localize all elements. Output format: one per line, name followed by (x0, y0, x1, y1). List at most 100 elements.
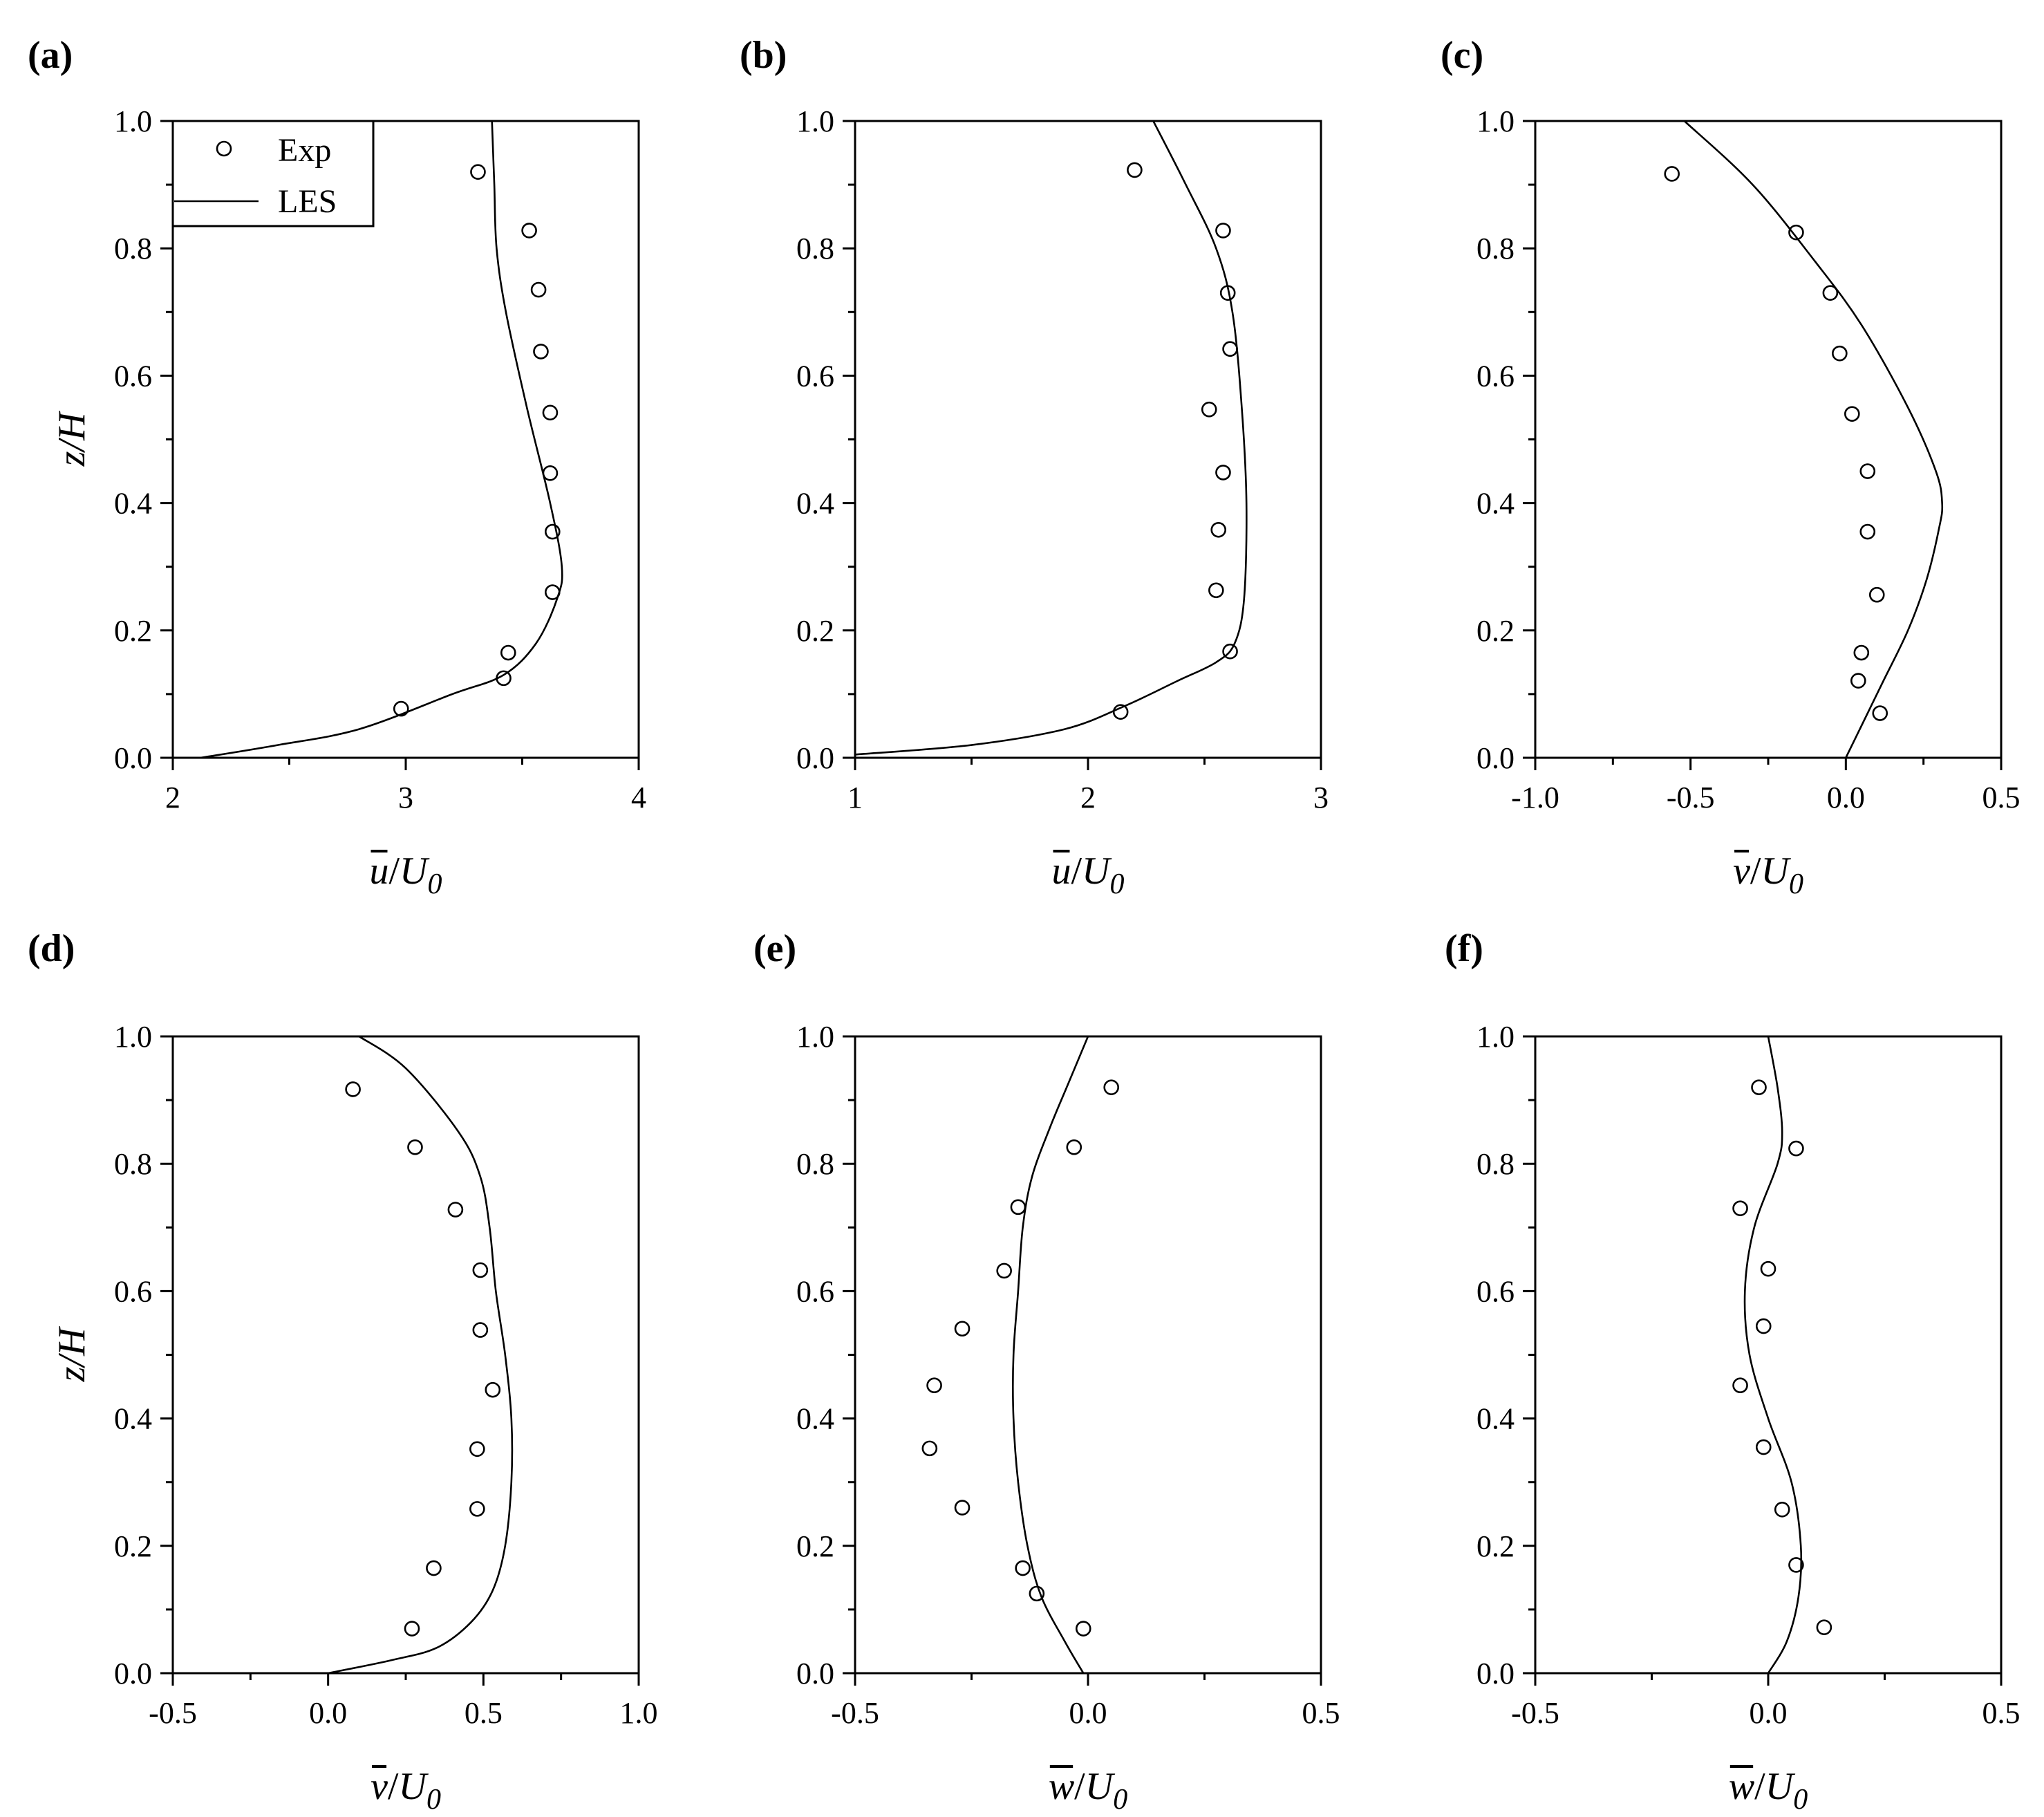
legend-exp-marker (216, 140, 232, 157)
y-tick-label: 1.0 (796, 1020, 834, 1054)
x-tick-label: -1.0 (1511, 781, 1559, 814)
panel-label: (c) (1441, 34, 1483, 77)
x-tick-label: 1.0 (620, 1696, 658, 1730)
y-tick-label: 0.0 (114, 1657, 152, 1690)
exp-data-point (1215, 465, 1231, 481)
y-tick-label: 0.2 (1476, 1529, 1515, 1563)
y-tick-label: 0.4 (114, 1402, 152, 1436)
exp-data-point (1755, 1439, 1772, 1455)
exp-data-point (1788, 1140, 1804, 1157)
exp-data-point (926, 1377, 942, 1394)
exp-data-point (1201, 401, 1217, 418)
les-series-line (1683, 120, 1944, 758)
panel-c: (c) -1.0 -0.5 0.0 0.5 0.0 0.2 0.4 0.6 0.8 1.0 v/U0 (1441, 34, 2020, 900)
plot-frame (1534, 1035, 2003, 1675)
y-tick-label: 1.0 (796, 104, 834, 138)
y-tick-label: 0.4 (1476, 1402, 1515, 1436)
y-tick-label: 1.0 (1476, 104, 1515, 138)
panel-b: (b) 1 2 3 0.0 0.2 0.4 0.6 0.8 1.0 u/U0 (740, 34, 1329, 900)
exp-data-point (545, 523, 561, 540)
exp-data-point (404, 1621, 420, 1637)
exp-data-point (472, 1322, 489, 1338)
y-tick-label: 0.0 (1476, 741, 1515, 775)
exp-data-point (1872, 705, 1888, 721)
y-tick-label: 0.2 (1476, 614, 1515, 648)
plot-frame (854, 1035, 1322, 1675)
exp-data-point (530, 281, 547, 298)
y-tick-label: 0.8 (796, 232, 834, 265)
y-tick-label: 0.4 (114, 487, 152, 521)
les-series-line (328, 1035, 514, 1675)
exp-data-point (533, 344, 549, 360)
exp-data-point (1822, 285, 1839, 301)
y-tick-label: 0.0 (796, 741, 834, 775)
exp-data-point (1222, 643, 1238, 660)
exp-data-point (1664, 166, 1680, 182)
y-tick-label: 0.4 (796, 1402, 834, 1436)
x-axis-label: w/U0 (1049, 1765, 1127, 1816)
y-tick-label: 0.0 (796, 1657, 834, 1690)
x-axis-label: v/U0 (371, 1765, 441, 1816)
exp-data-point (469, 1501, 485, 1517)
y-tick-label: 0.6 (796, 1274, 834, 1308)
exp-data-point (447, 1202, 464, 1218)
y-tick-label: 0.6 (796, 359, 834, 393)
exp-data-point (1732, 1377, 1748, 1394)
x-tick-label: 0.5 (1982, 781, 2020, 814)
y-tick-label: 0.6 (1476, 359, 1515, 393)
exp-data-point (485, 1381, 501, 1398)
x-tick-label: 0.0 (309, 1696, 347, 1730)
exp-data-point (1853, 644, 1870, 661)
exp-data-point (1751, 1079, 1767, 1095)
x-tick-label: 3 (1313, 781, 1329, 814)
exp-data-point (1210, 521, 1227, 538)
exp-data-point (954, 1500, 971, 1516)
x-axis-slash: / (1750, 850, 1761, 893)
x-axis-sub: 0 (1110, 868, 1125, 900)
y-tick-label: 0.2 (114, 1529, 152, 1563)
x-axis-label: w/U0 (1729, 1765, 1808, 1816)
exp-data-point (472, 1262, 489, 1278)
exp-data-point (1222, 341, 1238, 357)
x-axis-den: U (1761, 850, 1791, 893)
x-axis-label: u/U0 (1051, 850, 1124, 900)
y-tick-label: 0.8 (1476, 1147, 1515, 1181)
x-axis-var: w (1729, 1765, 1754, 1808)
y-tick-label: 1.0 (114, 1020, 152, 1054)
x-axis-var: u (1051, 850, 1071, 893)
exp-data-point (1832, 345, 1848, 362)
plot-frame (854, 120, 1322, 759)
x-tick-label: -0.5 (1511, 1696, 1559, 1730)
les-series-line (854, 120, 1248, 756)
x-tick-label: 0.0 (1750, 1696, 1788, 1730)
exp-data-point (1127, 162, 1143, 178)
exp-data-point (921, 1440, 938, 1457)
y-tick-label: 0.8 (1476, 232, 1515, 265)
panel-label: (f) (1445, 927, 1483, 970)
y-tick-label: 0.6 (114, 1274, 152, 1308)
exp-data-point (500, 644, 516, 661)
y-tick-label: 0.2 (796, 614, 834, 648)
panel-e: (e) -0.5 0.0 0.5 0.0 0.2 0.4 0.6 0.8 1.0 w/U0 (753, 927, 1340, 1816)
x-tick-label: 4 (631, 781, 646, 814)
exp-data-point (407, 1139, 423, 1155)
panel-label: (e) (753, 927, 796, 970)
exp-data-point (1732, 1200, 1748, 1216)
x-axis-slash: / (1754, 1765, 1765, 1808)
exp-data-point (1868, 586, 1885, 603)
exp-data-point (1850, 673, 1866, 689)
x-axis-den: U (1765, 1765, 1796, 1808)
plot-frame (1534, 120, 2003, 759)
exp-data-point (1774, 1502, 1790, 1518)
x-axis-var: u (369, 850, 388, 893)
x-axis-slash: / (1071, 850, 1082, 893)
x-axis-sub: 0 (1789, 868, 1803, 900)
exp-data-point (1075, 1621, 1091, 1637)
exp-data-point (1066, 1139, 1082, 1155)
y-axis-label: z/H (50, 1326, 93, 1382)
panel-a: (a) 2 3 4 0.0 0.2 0.4 0.6 0.8 1.0 u/U0 z/H Exp LES (28, 34, 646, 900)
x-axis-sub: 0 (1113, 1784, 1127, 1816)
panel-label: (a) (28, 34, 73, 77)
x-axis-sub: 0 (1793, 1784, 1808, 1816)
